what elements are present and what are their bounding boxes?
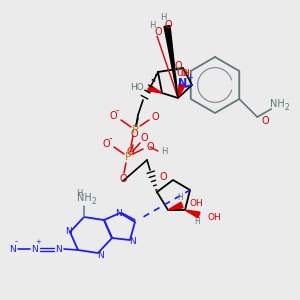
- Text: O: O: [181, 68, 188, 77]
- Text: H: H: [76, 190, 82, 199]
- Text: O: O: [159, 172, 167, 182]
- Text: O: O: [151, 112, 159, 122]
- Text: O: O: [164, 20, 172, 30]
- Text: P: P: [132, 125, 138, 135]
- Text: NH: NH: [270, 99, 285, 109]
- Text: N: N: [178, 78, 188, 88]
- Text: -: -: [14, 238, 17, 247]
- Text: N: N: [115, 208, 122, 217]
- Text: O: O: [109, 111, 117, 121]
- Polygon shape: [148, 85, 162, 93]
- Text: H: H: [149, 22, 155, 31]
- Text: N: N: [9, 244, 15, 253]
- Text: O: O: [146, 142, 154, 152]
- Text: H: H: [194, 218, 200, 226]
- Text: OH: OH: [190, 199, 204, 208]
- Text: O: O: [174, 61, 182, 71]
- Text: H: H: [173, 68, 179, 76]
- Text: O: O: [154, 27, 162, 37]
- Text: O: O: [119, 174, 127, 184]
- Polygon shape: [185, 210, 200, 218]
- Text: OH: OH: [207, 212, 221, 221]
- Text: H: H: [160, 14, 166, 22]
- Text: +: +: [35, 239, 41, 245]
- Text: O: O: [130, 129, 138, 139]
- Text: HO: HO: [130, 82, 144, 91]
- Text: O: O: [102, 139, 110, 149]
- Text: N: N: [55, 244, 62, 253]
- Polygon shape: [168, 202, 183, 210]
- Text: H: H: [177, 194, 183, 202]
- Text: 2: 2: [92, 196, 96, 206]
- Text: H: H: [161, 148, 167, 157]
- Text: N: N: [129, 238, 135, 247]
- Text: P: P: [124, 152, 131, 162]
- Text: O: O: [261, 116, 269, 126]
- Text: N: N: [64, 227, 71, 236]
- Text: NH: NH: [76, 193, 92, 203]
- Polygon shape: [178, 84, 185, 98]
- Text: N: N: [31, 244, 38, 253]
- Text: O: O: [126, 147, 134, 157]
- Text: -: -: [115, 105, 119, 115]
- Text: +: +: [187, 73, 194, 82]
- Text: -: -: [108, 133, 112, 143]
- Text: O: O: [140, 133, 148, 143]
- Text: N: N: [97, 250, 104, 260]
- Polygon shape: [164, 26, 178, 98]
- Text: OH: OH: [176, 70, 190, 79]
- Text: 2: 2: [285, 103, 290, 112]
